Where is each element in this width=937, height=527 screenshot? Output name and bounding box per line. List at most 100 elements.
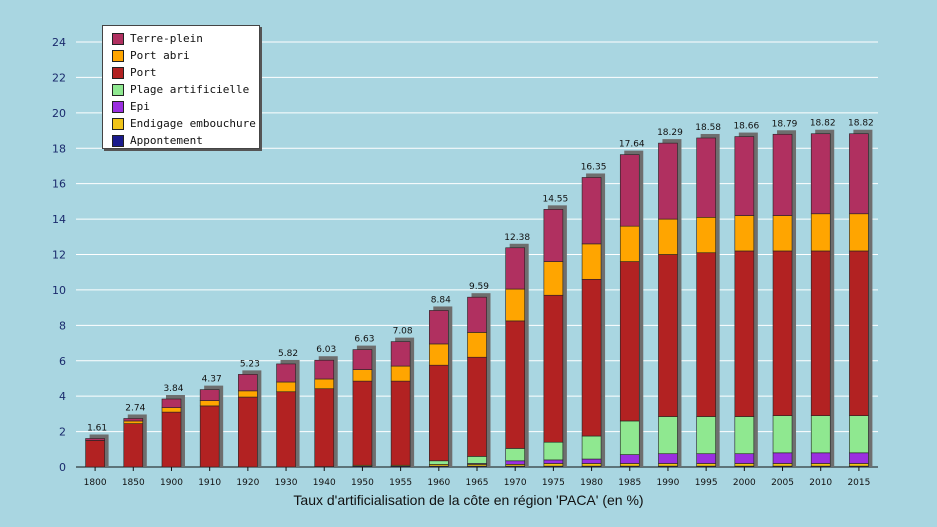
legend-item: Epi: [112, 98, 259, 115]
bar-segment: [849, 133, 869, 215]
bar-segment: [772, 133, 793, 216]
bar-segment: [429, 364, 449, 462]
legend-label: Terre-plein: [130, 32, 203, 45]
bar-segment: [199, 389, 220, 401]
bar-total-label: 7.08: [393, 327, 413, 337]
x-tick-label: 1955: [389, 478, 412, 488]
legend-item: Appontement: [112, 132, 259, 149]
bar-segment: [772, 250, 793, 416]
y-tick-label: 22: [52, 71, 66, 84]
bar-segment: [734, 453, 755, 464]
x-tick-label: 2000: [733, 478, 756, 488]
y-tick-label: 12: [52, 249, 66, 262]
bar-segment: [199, 400, 220, 407]
legend-item: Plage artificielle: [112, 81, 259, 98]
legend-label: Epi: [130, 100, 150, 113]
legend-label: Port: [130, 66, 157, 79]
bar-segment: [734, 416, 755, 455]
bar-segment: [467, 356, 487, 457]
y-tick-label: 24: [52, 36, 66, 49]
bar-segment: [161, 411, 182, 468]
bar-segment: [352, 380, 373, 466]
y-tick-label: 2: [59, 426, 66, 439]
y-tick-label: 16: [52, 178, 66, 191]
bar-segment: [696, 137, 716, 218]
bar-segment: [849, 463, 869, 467]
bar-segment: [619, 154, 640, 227]
legend-swatch: [112, 66, 124, 79]
bar-segment: [658, 254, 678, 417]
bar-segment: [849, 213, 869, 252]
bar-total-label: 12.38: [504, 233, 530, 243]
bar-segment: [123, 420, 144, 424]
bar-segment: [810, 463, 831, 467]
bar-total-label: 6.63: [354, 335, 374, 345]
bar-segment: [505, 247, 525, 290]
x-tick-label: 1940: [313, 478, 336, 488]
bar-segment: [696, 453, 716, 464]
bar-segment: [734, 250, 755, 417]
bar-segment: [772, 452, 793, 464]
x-tick-label: 1990: [656, 478, 679, 488]
bar-segment: [429, 343, 449, 366]
bar-segment: [658, 218, 678, 255]
y-tick-label: 0: [59, 461, 66, 474]
bar-segment: [276, 381, 296, 393]
bar-segment: [581, 278, 602, 437]
bar-segment: [543, 209, 564, 262]
bar-total-label: 16.35: [581, 162, 607, 172]
bar-segment: [696, 217, 716, 254]
bar-segment: [199, 405, 220, 468]
bar-total-label: 18.82: [848, 119, 874, 129]
bar-total-label: 5.23: [240, 359, 260, 369]
x-tick-label: 1995: [695, 478, 718, 488]
bar-segment: [429, 310, 449, 345]
bar-segment: [390, 365, 411, 382]
bar-segment: [238, 374, 258, 392]
bar-segment: [314, 388, 335, 467]
bar-segment: [543, 294, 564, 443]
bar-segment: [810, 213, 831, 252]
legend-swatch: [112, 134, 124, 147]
bar-segment: [772, 463, 793, 467]
bar-total-label: 2.74: [125, 403, 145, 413]
y-tick-label: 4: [59, 390, 66, 403]
legend-item: Port abri: [112, 47, 259, 64]
bar-segment: [352, 369, 373, 382]
bar-segment: [696, 252, 716, 417]
x-tick-label: 1960: [427, 478, 450, 488]
bar-segment: [390, 341, 411, 367]
bar-total-label: 14.55: [542, 194, 568, 204]
bar-segment: [581, 435, 602, 460]
bar-segment: [352, 349, 373, 370]
bar-segment: [581, 243, 602, 280]
x-tick-label: 1800: [84, 478, 107, 488]
x-tick-label: 1970: [504, 478, 527, 488]
bar-segment: [619, 463, 640, 467]
x-tick-label: 1975: [542, 478, 565, 488]
bar-segment: [810, 415, 831, 454]
x-tick-label: 1980: [580, 478, 603, 488]
x-tick-label: 1920: [236, 478, 259, 488]
legend-swatch: [112, 32, 124, 45]
bar-segment: [543, 441, 564, 461]
chart-legend: Terre-plein Port abri Port Plage artificiel…: [102, 25, 260, 149]
y-tick-label: 8: [59, 319, 66, 332]
bar-segment: [123, 418, 144, 422]
legend-label: Plage artificielle: [130, 83, 250, 96]
x-tick-label: 1930: [275, 478, 298, 488]
bar-segment: [505, 288, 525, 322]
bar-segment: [505, 320, 525, 449]
bar-segment: [390, 380, 411, 466]
bar-segment: [849, 415, 869, 454]
bar-segment: [467, 296, 487, 333]
x-tick-label: 1985: [618, 478, 641, 488]
bar-segment: [772, 215, 793, 252]
x-axis-title: Taux d'artificialisation de la côte en r…: [293, 492, 644, 508]
bar-segment: [734, 463, 755, 467]
legend-label: Appontement: [130, 134, 203, 147]
bar-segment: [85, 440, 105, 468]
y-tick-label: 10: [52, 284, 66, 297]
